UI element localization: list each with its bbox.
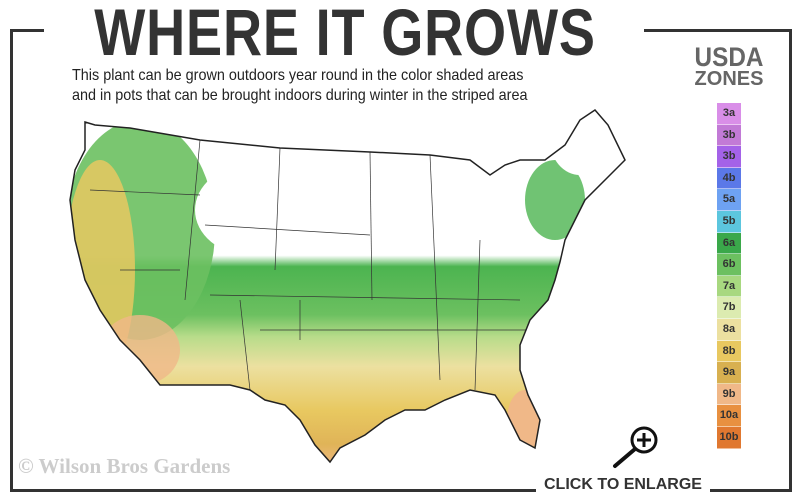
legend-swatch-6b: 6b	[717, 254, 741, 276]
maine-striped-area	[550, 110, 610, 175]
legend-swatch-7b: 7b	[717, 297, 741, 319]
legend-title: USDA ZONES	[682, 42, 776, 91]
legend-swatch-8b: 8b	[717, 340, 741, 363]
frame-gap	[44, 20, 644, 40]
legend-swatch-10a: 10a	[717, 405, 741, 427]
click-to-enlarge-button[interactable]: CLICK TO ENLARGE	[536, 476, 710, 494]
legend-swatch-7a: 7a	[717, 275, 741, 298]
legend-swatch-3b: 3b	[717, 124, 741, 147]
legend-swatch-4b: 4b	[717, 167, 741, 190]
legend-swatch-10b: 10b	[717, 426, 741, 449]
copyright-watermark: © Wilson Bros Gardens	[18, 454, 231, 478]
subtitle-line-1: This plant can be grown outdoors year ro…	[72, 67, 524, 84]
rocky-mountain-striped-area	[195, 165, 305, 255]
magnifier-plus-icon[interactable]	[610, 424, 666, 472]
legend-swatch-9a: 9a	[717, 362, 741, 384]
legend-title-line-2: ZONES	[694, 68, 764, 90]
northeast-zone	[525, 160, 585, 240]
florida-zone	[507, 390, 543, 450]
state-borders	[89, 139, 540, 391]
legend-swatch-3a: 3a	[717, 103, 741, 125]
legend-swatch-6a: 6a	[717, 232, 741, 255]
us-outline	[69, 109, 626, 464]
legend-swatch-9b: 9b	[717, 383, 741, 406]
legend-swatch-5b: 5b	[717, 210, 741, 233]
southwest-zone	[100, 315, 180, 385]
legend-swatch-3b: 3b	[717, 146, 741, 168]
subtitle-line-2: and in pots that can be brought indoors …	[72, 87, 528, 104]
legend-swatch-5a: 5a	[717, 189, 741, 211]
subtitle: This plant can be grown outdoors year ro…	[72, 66, 527, 106]
legend-title-line-1: USDA	[694, 42, 764, 72]
legend-swatch-8a: 8a	[717, 318, 741, 341]
usda-zone-legend: 3a 3b 3b 4b 5a 5b 6a 6b 7a 7b 8a 8b 9a 9b 10a 10b	[717, 103, 741, 449]
page-title: WHERE IT GROWS	[94, 0, 596, 69]
